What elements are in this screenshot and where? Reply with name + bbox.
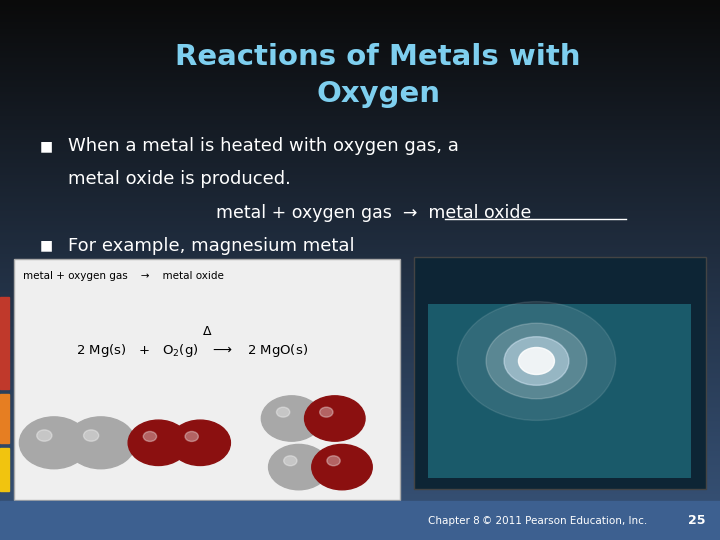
Text: Reactions of Metals with: Reactions of Metals with <box>175 43 581 71</box>
Circle shape <box>504 337 569 386</box>
Bar <box>0 297 9 389</box>
Circle shape <box>327 456 340 465</box>
Text: 25: 25 <box>688 514 705 527</box>
Circle shape <box>305 396 365 441</box>
Circle shape <box>269 444 329 490</box>
Circle shape <box>261 396 322 441</box>
Circle shape <box>143 431 156 441</box>
Circle shape <box>486 323 587 399</box>
Circle shape <box>19 417 89 469</box>
Bar <box>0 448 9 491</box>
Circle shape <box>128 420 189 465</box>
Text: © 2011 Pearson Education, Inc.: © 2011 Pearson Education, Inc. <box>482 516 648 525</box>
Text: metal + oxygen gas    →    metal oxide: metal + oxygen gas → metal oxide <box>23 271 224 281</box>
Circle shape <box>170 420 230 465</box>
Circle shape <box>457 301 616 420</box>
Bar <box>428 303 691 478</box>
Text: 2 Mg(s)   +   O$_2$(g)   $\longrightarrow$   2 MgO(s): 2 Mg(s) + O$_2$(g) $\longrightarrow$ 2 M… <box>76 342 307 359</box>
Circle shape <box>37 430 52 441</box>
Bar <box>0 394 9 443</box>
Text: ■: ■ <box>40 139 53 153</box>
Text: For example, magnesium metal: For example, magnesium metal <box>68 237 355 255</box>
Text: metal oxide is produced.: metal oxide is produced. <box>68 170 292 188</box>
Circle shape <box>66 417 135 469</box>
Text: metal + oxygen gas  →  metal oxide: metal + oxygen gas → metal oxide <box>216 204 531 222</box>
Text: $\Delta$: $\Delta$ <box>202 325 212 338</box>
Circle shape <box>284 456 297 465</box>
Circle shape <box>84 430 99 441</box>
Bar <box>14 259 400 500</box>
Circle shape <box>312 444 372 490</box>
Text: ■: ■ <box>40 239 53 253</box>
Bar <box>414 256 706 489</box>
Circle shape <box>276 407 289 417</box>
Text: Chapter 8: Chapter 8 <box>428 516 480 525</box>
Text: When a metal is heated with oxygen gas, a: When a metal is heated with oxygen gas, … <box>68 137 459 155</box>
Circle shape <box>320 407 333 417</box>
Bar <box>0 501 720 540</box>
Circle shape <box>518 348 554 375</box>
Circle shape <box>185 431 198 441</box>
Text: Oxygen: Oxygen <box>316 80 440 109</box>
